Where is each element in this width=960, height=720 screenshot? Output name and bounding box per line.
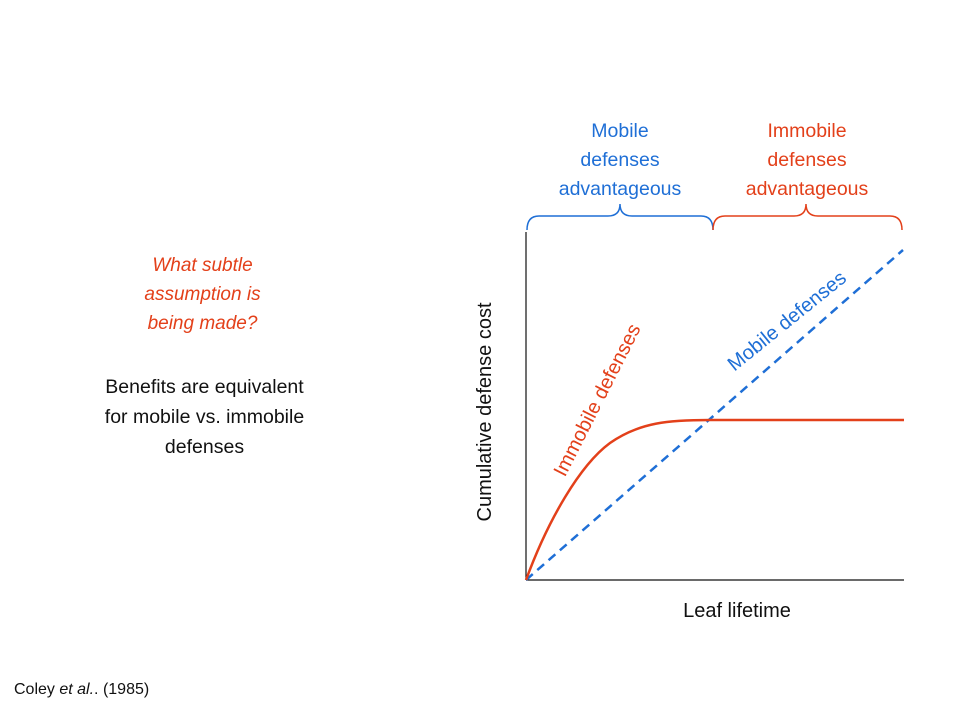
question-text: What subtle assumption is being made? — [100, 251, 305, 338]
immobile-defenses-curve — [524, 418, 904, 581]
mobile-advantage-label: Mobile defenses advantageous — [528, 117, 712, 204]
citation: Coley et al.. (1985) — [14, 681, 149, 699]
mobile-region-brace — [526, 203, 714, 231]
immobile-defenses-label: Immobile defenses — [550, 320, 646, 480]
citation-author: Coley — [14, 681, 55, 698]
mobile-defenses-label: Mobile defenses — [724, 267, 851, 376]
question-line: assumption is — [144, 284, 261, 305]
mobile-advantage-line: defenses — [580, 149, 660, 171]
answer-line: for mobile vs. immobile — [104, 406, 305, 428]
mobile-advantage-line: advantageous — [558, 178, 682, 200]
immobile-region-brace — [712, 203, 903, 231]
immobile-advantage-label: Immobile defenses advantageous — [712, 117, 902, 204]
immobile-advantage-line: Immobile — [767, 120, 847, 142]
question-line: being made? — [147, 313, 258, 334]
citation-year: (1985) — [102, 681, 150, 698]
question-line: What subtle — [152, 255, 253, 276]
answer-line: Benefits are equivalent — [105, 376, 304, 398]
mobile-defenses-line — [525, 249, 904, 581]
immobile-advantage-line: advantageous — [745, 178, 869, 200]
answer-text: Benefits are equivalent for mobile vs. i… — [72, 372, 337, 462]
y-axis-label: Cumulative defense cost — [474, 302, 496, 521]
citation-etal: et al. — [59, 681, 95, 698]
x-axis-label: Leaf lifetime — [683, 600, 791, 622]
immobile-advantage-line: defenses — [767, 149, 847, 171]
mobile-advantage-line: Mobile — [591, 120, 649, 142]
citation-period: . — [94, 681, 99, 698]
answer-line: defenses — [164, 436, 245, 458]
